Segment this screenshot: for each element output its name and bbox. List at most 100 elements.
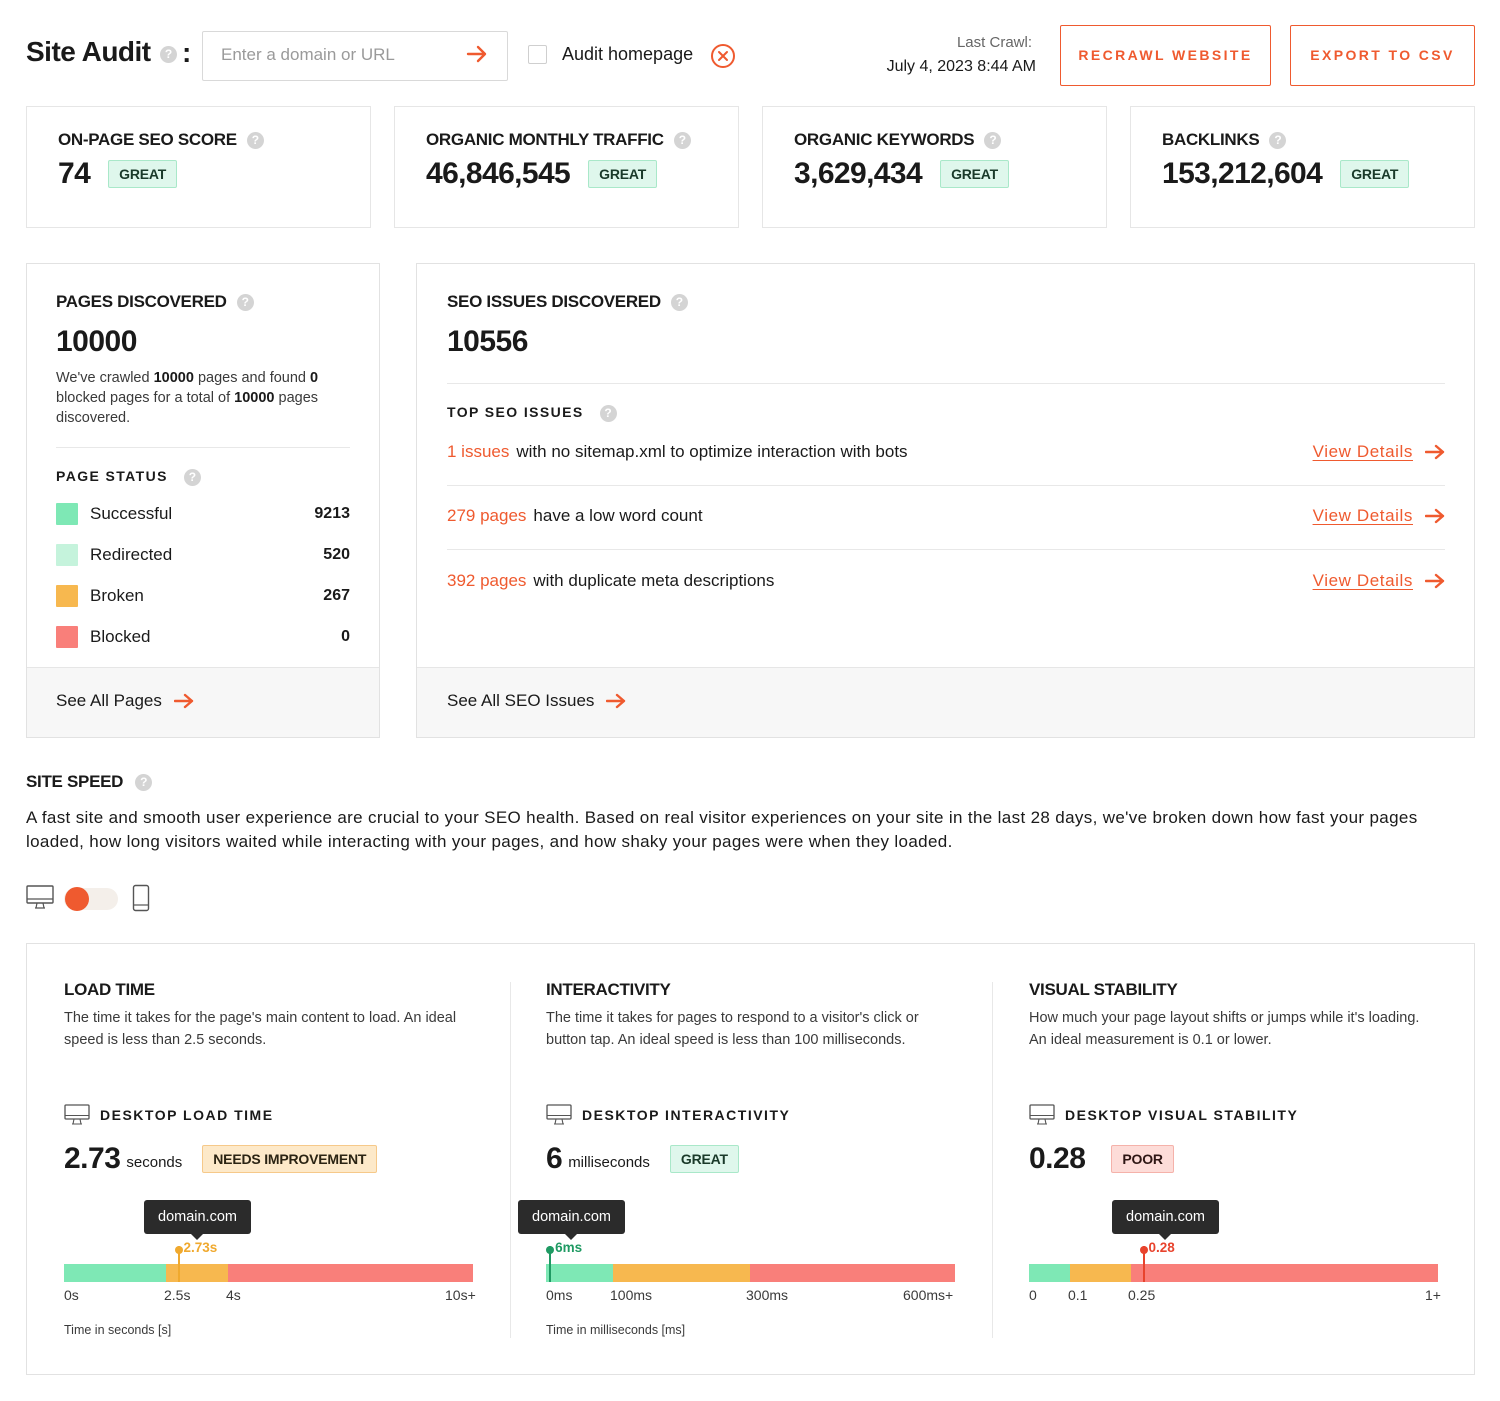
link-label[interactable]: See All Pages xyxy=(56,691,162,710)
audit-homepage-label: Audit homepage xyxy=(562,44,694,64)
status-label: Redirected xyxy=(90,545,173,564)
arrow-right-icon[interactable] xyxy=(173,693,194,709)
help-icon[interactable]: ? xyxy=(670,294,688,312)
metric-description: The time it takes for pages to respond t… xyxy=(546,1010,919,1048)
seo-issues-count: 10556 xyxy=(447,325,528,358)
clear-circle-icon[interactable] xyxy=(710,43,736,69)
stat-value: 74 xyxy=(58,157,91,190)
axis-tick: 600ms+ xyxy=(903,1287,954,1303)
marker-dot xyxy=(546,1246,555,1254)
divider xyxy=(56,447,350,448)
see-all-seo-issues-link[interactable]: See All SEO Issues xyxy=(447,691,626,711)
domain-tooltip: domain.com xyxy=(518,1200,625,1240)
domain-search-field[interactable] xyxy=(202,31,508,81)
help-icon[interactable]: ? xyxy=(183,468,201,486)
divider xyxy=(447,383,1445,384)
view-details-link[interactable]: View Details xyxy=(1313,571,1445,591)
axis-tick: 0ms xyxy=(546,1287,573,1303)
marker-line xyxy=(177,1246,180,1282)
view-details-link[interactable]: View Details xyxy=(1313,442,1445,462)
issue-count: 392 pages xyxy=(447,571,527,590)
desktop-icon xyxy=(1029,1104,1055,1125)
status-swatch xyxy=(56,503,78,525)
arrow-right-icon[interactable] xyxy=(606,693,626,709)
recrawl-website-button[interactable]: RECRAWL WEBSITE xyxy=(1060,25,1271,86)
axis-caption: Time in milliseconds [ms] xyxy=(546,1323,686,1337)
axis-tick: 2.5s xyxy=(164,1287,191,1303)
help-icon[interactable]: ? xyxy=(599,404,617,422)
status-count: 267 xyxy=(323,587,350,604)
stat-label: BACKLINKS xyxy=(1162,130,1260,149)
panel-footer: See All SEO Issues xyxy=(417,667,1474,737)
device-toggle[interactable] xyxy=(64,887,118,911)
status-badge: GREAT xyxy=(669,1145,739,1173)
view-details-link[interactable]: View Details xyxy=(1313,506,1445,526)
submit-arrow-icon[interactable] xyxy=(466,45,488,63)
site-speed-description: A fast site and smooth user experience a… xyxy=(26,808,1418,851)
bar-segment-needs-improvement xyxy=(166,1264,228,1282)
stat-label: ORGANIC KEYWORDS xyxy=(794,130,975,149)
issue-text: have a low word count xyxy=(533,506,703,525)
marker-dot xyxy=(1139,1246,1148,1254)
status-badge: GREAT xyxy=(1340,160,1410,188)
pages-count: 10000 xyxy=(56,325,137,358)
help-icon[interactable]: ? xyxy=(1269,132,1287,150)
stat-label: ORGANIC MONTHLY TRAFFIC xyxy=(426,130,664,149)
metric-description: How much your page layout shifts or jump… xyxy=(1029,1010,1420,1048)
toggle-knob[interactable] xyxy=(65,887,89,911)
link-label[interactable]: See All SEO Issues xyxy=(447,691,595,710)
arrow-right-icon[interactable] xyxy=(1425,573,1445,589)
divider xyxy=(447,485,1445,486)
status-row-successful: Successful 9213 xyxy=(56,503,350,525)
desktop-icon xyxy=(64,1104,90,1125)
axis-tick: 0.1 xyxy=(1068,1287,1088,1303)
metric-subtitle: DESKTOP VISUAL STABILITY xyxy=(1065,1107,1299,1123)
help-icon[interactable]: ? xyxy=(246,132,264,150)
metric-visual-stability: VISUAL STABILITY How much your page layo… xyxy=(1029,944,1441,1374)
metric-title: INTERACTIVITY xyxy=(546,980,671,999)
marker-label: 2.73s xyxy=(183,1240,218,1255)
export-csv-button[interactable]: EXPORT TO CSV xyxy=(1290,25,1475,86)
status-badge: NEEDS IMPROVEMENT xyxy=(202,1145,378,1173)
metric-unit: milliseconds xyxy=(568,1153,650,1171)
domain-input[interactable] xyxy=(221,45,461,65)
status-badge: GREAT xyxy=(588,160,658,188)
column-divider xyxy=(992,982,993,1338)
mobile-icon[interactable] xyxy=(132,884,150,912)
metric-title: VISUAL STABILITY xyxy=(1029,980,1178,999)
axis-tick: 10s+ xyxy=(445,1287,476,1303)
help-icon[interactable]: ? xyxy=(160,46,177,63)
last-crawl-label: Last Crawl: xyxy=(956,34,1032,51)
axis-tick: 0 xyxy=(1029,1287,1037,1303)
last-crawl-date: July 4, 2023 8:44 AM xyxy=(886,58,1036,75)
marker-label: 0.28 xyxy=(1148,1240,1175,1255)
axis-tick: 4s xyxy=(226,1287,241,1303)
metric-value: 2.73 xyxy=(64,1142,121,1175)
panel-footer: See All Pages xyxy=(27,667,379,737)
stat-card-organic-keywords: ORGANIC KEYWORDS? 3,629,434 GREAT xyxy=(762,106,1107,228)
audit-homepage-checkbox[interactable] xyxy=(528,45,547,64)
arrow-right-icon[interactable] xyxy=(1425,508,1445,524)
bar-segment-needs-improvement xyxy=(613,1264,751,1282)
arrow-right-icon[interactable] xyxy=(1425,444,1445,460)
status-badge: GREAT xyxy=(940,160,1010,188)
site-speed-title: SITE SPEED xyxy=(26,772,124,791)
page-status-title: PAGE STATUS xyxy=(56,468,168,484)
desktop-icon[interactable] xyxy=(26,885,54,911)
status-swatch xyxy=(56,544,78,566)
status-count: 9213 xyxy=(314,505,350,522)
panel-title: PAGES DISCOVERED xyxy=(56,292,227,311)
stat-card-seo-score: ON-PAGE SEO SCORE? 74 GREAT xyxy=(26,106,371,228)
title-colon: : xyxy=(182,37,192,68)
issue-row: 392 pages with duplicate meta descriptio… xyxy=(447,566,1445,596)
axis-caption: Time in seconds [s] xyxy=(64,1323,172,1337)
marker-line xyxy=(549,1246,552,1282)
column-divider xyxy=(510,982,511,1338)
help-icon[interactable]: ? xyxy=(673,132,691,150)
metric-bar xyxy=(1029,1264,1438,1282)
help-icon[interactable]: ? xyxy=(984,132,1002,150)
help-icon[interactable]: ? xyxy=(236,294,254,312)
help-icon[interactable]: ? xyxy=(135,774,153,792)
see-all-pages-link[interactable]: See All Pages xyxy=(56,691,194,711)
seo-issues-panel: SEO ISSUES DISCOVERED? 10556 TOP SEO ISS… xyxy=(416,263,1475,738)
